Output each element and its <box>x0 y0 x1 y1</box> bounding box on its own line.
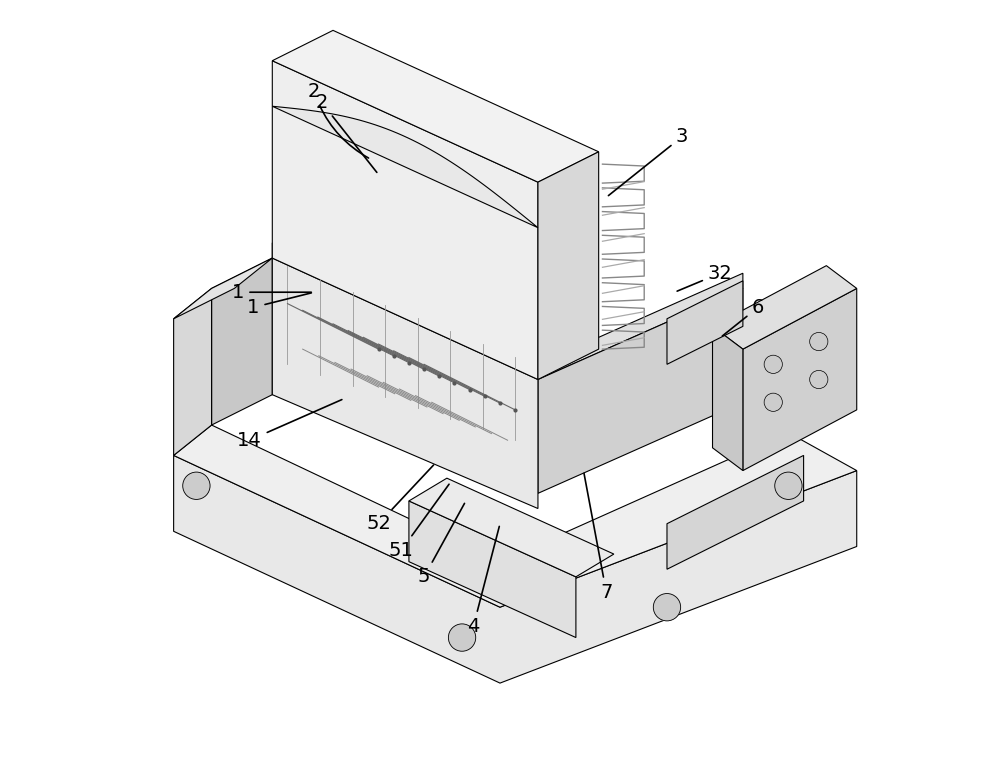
Polygon shape <box>212 258 272 425</box>
Text: 14: 14 <box>237 399 342 450</box>
Text: 7: 7 <box>584 474 612 602</box>
Polygon shape <box>174 455 857 683</box>
Circle shape <box>764 355 782 373</box>
Polygon shape <box>272 61 538 380</box>
Circle shape <box>775 472 802 499</box>
Circle shape <box>810 332 828 351</box>
Text: 51: 51 <box>389 484 449 560</box>
Polygon shape <box>667 455 804 569</box>
Polygon shape <box>174 288 212 455</box>
Polygon shape <box>713 266 857 349</box>
Circle shape <box>183 472 210 499</box>
Polygon shape <box>538 152 599 380</box>
Polygon shape <box>743 288 857 471</box>
Text: 4: 4 <box>467 527 499 636</box>
Polygon shape <box>174 425 857 607</box>
Text: 6: 6 <box>722 298 764 336</box>
Polygon shape <box>667 281 743 364</box>
Text: 32: 32 <box>677 263 732 291</box>
Text: 5: 5 <box>418 503 465 587</box>
Circle shape <box>764 393 782 411</box>
Polygon shape <box>409 478 614 577</box>
Polygon shape <box>272 243 743 380</box>
Circle shape <box>653 594 681 621</box>
Text: 52: 52 <box>366 465 434 534</box>
Polygon shape <box>409 501 576 638</box>
Text: 2: 2 <box>308 81 369 158</box>
Circle shape <box>448 624 476 651</box>
Polygon shape <box>713 326 743 471</box>
Polygon shape <box>272 30 599 182</box>
Polygon shape <box>272 258 538 509</box>
Text: 1: 1 <box>232 282 311 302</box>
Text: 1: 1 <box>247 293 311 317</box>
Polygon shape <box>538 288 743 493</box>
Polygon shape <box>272 106 538 228</box>
Circle shape <box>810 370 828 389</box>
Text: 2: 2 <box>315 93 377 172</box>
Polygon shape <box>174 258 272 319</box>
Text: 3: 3 <box>608 127 688 196</box>
